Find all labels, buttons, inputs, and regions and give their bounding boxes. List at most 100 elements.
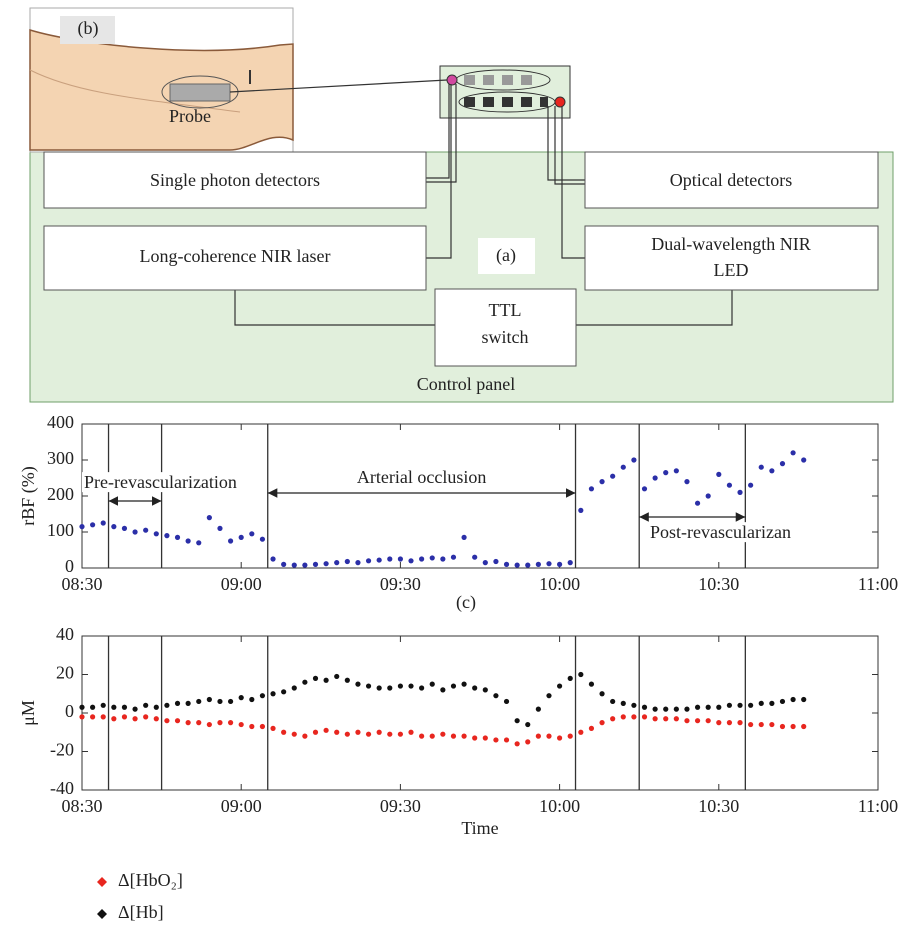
data-point bbox=[132, 529, 138, 535]
data-point bbox=[546, 693, 552, 699]
y-tick-label: 40 bbox=[56, 624, 74, 644]
data-point bbox=[227, 538, 234, 544]
data-point bbox=[408, 729, 414, 735]
data-point bbox=[567, 560, 573, 566]
data-point bbox=[514, 718, 520, 724]
box-label: Optical detectors bbox=[670, 170, 792, 190]
annotation-bg bbox=[354, 467, 489, 488]
data-point bbox=[493, 737, 499, 743]
optical-box bbox=[584, 151, 879, 209]
data-point bbox=[631, 457, 637, 463]
panel-a-box bbox=[478, 238, 535, 274]
data-point bbox=[663, 470, 669, 476]
box-label: Dual-wavelength NIR bbox=[651, 234, 810, 254]
data-point bbox=[705, 704, 711, 710]
data-point bbox=[557, 683, 563, 689]
data-point bbox=[652, 706, 658, 712]
data-point bbox=[302, 562, 308, 568]
data-point bbox=[610, 473, 616, 479]
data-point bbox=[196, 698, 202, 705]
data-point bbox=[227, 720, 234, 726]
data-point bbox=[758, 700, 764, 706]
data-point bbox=[429, 555, 435, 561]
data-point bbox=[631, 702, 637, 708]
data-point bbox=[705, 718, 711, 724]
y-tick-label: -20 bbox=[50, 740, 74, 760]
y-tick-label: -40 bbox=[50, 778, 74, 798]
data-point bbox=[641, 486, 648, 492]
y-tick-label: 400 bbox=[47, 412, 74, 432]
x-tick-label: 08:30 bbox=[61, 796, 102, 816]
box-label: switch bbox=[482, 327, 529, 347]
panel-a-label: (a) bbox=[496, 245, 516, 266]
data-point bbox=[503, 561, 510, 568]
data-point bbox=[610, 716, 616, 722]
data-point bbox=[557, 561, 563, 568]
data-point bbox=[111, 716, 117, 722]
data-point bbox=[450, 554, 457, 560]
led-box bbox=[584, 225, 879, 291]
data-point bbox=[174, 534, 181, 541]
data-point bbox=[164, 702, 170, 708]
data-point bbox=[726, 482, 733, 488]
data-point bbox=[291, 685, 297, 691]
data-point bbox=[748, 482, 754, 488]
data-point bbox=[164, 533, 170, 539]
data-point bbox=[344, 558, 350, 565]
arm-illustration bbox=[29, 7, 294, 153]
data-point bbox=[694, 718, 701, 724]
data-point bbox=[450, 733, 457, 739]
data-point bbox=[100, 520, 106, 526]
x-tick-label: 09:30 bbox=[380, 796, 421, 816]
data-point bbox=[790, 723, 796, 730]
data-point bbox=[716, 471, 722, 477]
data-point bbox=[206, 696, 212, 703]
data-point bbox=[344, 731, 350, 737]
data-point bbox=[259, 536, 266, 542]
data-point bbox=[472, 735, 478, 741]
data-point bbox=[482, 560, 488, 566]
data-point bbox=[726, 702, 733, 708]
data-point bbox=[185, 720, 191, 726]
data-point bbox=[408, 683, 414, 689]
data-point bbox=[132, 716, 138, 722]
ttl-box bbox=[434, 288, 577, 367]
data-point bbox=[769, 700, 775, 706]
data-point bbox=[419, 685, 425, 691]
legend-label: Δ[Hb] bbox=[118, 902, 164, 922]
data-point bbox=[482, 735, 488, 741]
data-point bbox=[387, 731, 393, 737]
panel-label: (c) bbox=[456, 592, 476, 613]
x-tick-label: 10:00 bbox=[539, 574, 580, 594]
data-point bbox=[365, 683, 372, 689]
data-point bbox=[291, 562, 297, 568]
data-point bbox=[599, 720, 605, 726]
data-point bbox=[525, 721, 531, 728]
data-point bbox=[557, 735, 563, 741]
data-point bbox=[100, 714, 106, 720]
data-point bbox=[397, 731, 403, 737]
data-point bbox=[546, 733, 552, 739]
data-point bbox=[312, 729, 319, 735]
data-point bbox=[716, 704, 722, 710]
data-point bbox=[790, 696, 796, 703]
data-point bbox=[588, 725, 595, 732]
x-tick-label: 11:00 bbox=[858, 574, 898, 594]
data-point bbox=[758, 464, 764, 470]
annotation: Pre-revascularization bbox=[84, 472, 237, 492]
data-point bbox=[748, 702, 754, 708]
data-point bbox=[196, 540, 202, 546]
box-label: LED bbox=[714, 260, 749, 280]
data-point bbox=[323, 561, 329, 567]
data-point bbox=[641, 704, 648, 710]
data-point bbox=[153, 704, 159, 710]
legend-label: Δ[HbO₂] bbox=[118, 870, 183, 890]
data-point bbox=[217, 698, 223, 705]
data-point bbox=[472, 554, 478, 560]
data-point bbox=[302, 679, 308, 685]
data-point bbox=[429, 681, 435, 687]
annotation: Post-revascularizan bbox=[650, 522, 791, 542]
data-point bbox=[121, 714, 128, 720]
data-point bbox=[663, 716, 669, 722]
